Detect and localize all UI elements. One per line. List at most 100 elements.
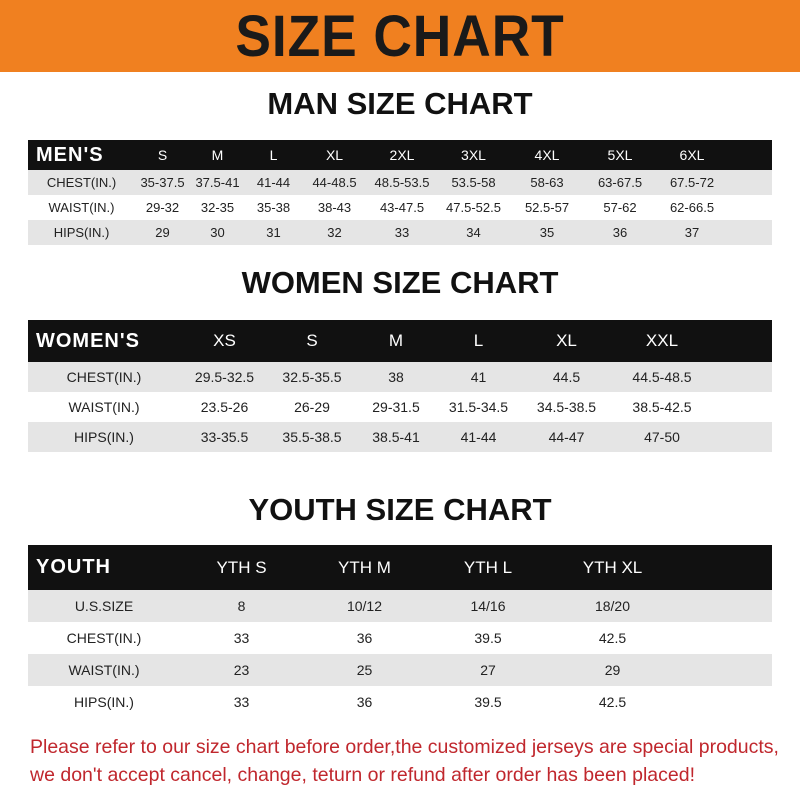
size-header: M <box>388 331 404 350</box>
youth-chart-title: YOUTH SIZE CHART <box>248 492 552 527</box>
table-cell: 30 <box>210 225 225 240</box>
table-cell: 42.5 <box>598 630 627 646</box>
table-cell: 41-44 <box>256 175 291 190</box>
table-row: CHEST(IN.) 29.5-32.5 32.5-35.5 38 41 44.5 44.5… <box>28 362 772 392</box>
table-cell: 35-38 <box>256 200 291 215</box>
table-header-row: WOMEN'S XS S M L XL XXL <box>28 320 772 362</box>
row-label: CHEST(IN.) <box>46 175 117 190</box>
table-cell: 32-35 <box>200 200 235 215</box>
size-header: L <box>269 147 278 163</box>
table-header-row: MEN'S S M L XL 2XL 3XL 4XL 5XL 6XL <box>28 140 772 170</box>
table-cell: 38-43 <box>317 200 352 215</box>
size-header: 2XL <box>389 147 415 163</box>
table-cell: 44.5-48.5 <box>632 369 692 385</box>
table-cell: 36 <box>612 225 628 240</box>
table-cell: 33 <box>233 630 250 646</box>
table-cell: 35.5-38.5 <box>282 429 342 445</box>
table-cell: 36 <box>356 630 373 646</box>
table-cell: 25 <box>356 662 373 678</box>
table-cell: 37.5-41 <box>195 175 240 190</box>
table-cell: 35 <box>539 225 555 240</box>
size-header: 6XL <box>679 147 705 163</box>
table-cell: 18/20 <box>594 598 631 614</box>
table-cell: 67.5-72 <box>669 175 715 190</box>
size-header: XL <box>556 331 577 350</box>
table-row: WAIST(IN.) 23 25 27 29 <box>28 654 772 686</box>
size-header: S <box>306 331 318 350</box>
size-header: YTH M <box>338 557 391 577</box>
size-header: YTH S <box>216 557 267 577</box>
size-header: M <box>211 147 224 163</box>
table-row: WAIST(IN.) 23.5-26 26-29 29-31.5 31.5-34.5 34… <box>28 392 772 422</box>
table-cell: 48.5-53.5 <box>374 175 430 190</box>
table-cell: 37 <box>684 225 700 240</box>
row-label: HIPS(IN.) <box>53 225 110 240</box>
table-cell: 29 <box>604 662 621 678</box>
table-cell: 14/16 <box>470 598 506 614</box>
table-cell: 62-66.5 <box>669 200 715 215</box>
table-cell: 44-48.5 <box>312 175 357 190</box>
table-cell: 38.5-42.5 <box>632 399 692 415</box>
header-label: YOUTH <box>36 556 111 578</box>
row-label: HIPS(IN.) <box>74 694 134 710</box>
table-row: HIPS(IN.) 29 30 31 32 33 34 35 36 37 <box>28 220 772 245</box>
women-chart-title: WOMEN SIZE CHART <box>241 265 559 300</box>
row-label: U.S.SIZE <box>74 598 134 614</box>
table-cell: 32.5-35.5 <box>282 369 342 385</box>
table-cell: 43-47.5 <box>379 200 425 215</box>
row-label: WAIST(IN.) <box>48 200 115 215</box>
table-cell: 29-32 <box>145 200 180 215</box>
size-header: YTH L <box>463 557 513 577</box>
table-cell: 29.5-32.5 <box>194 369 255 385</box>
size-header: S <box>157 147 168 163</box>
size-header: L <box>473 331 484 350</box>
size-header: YTH XL <box>582 557 643 577</box>
table-cell: 31.5-34.5 <box>448 399 509 415</box>
size-header: 4XL <box>534 147 560 163</box>
table-cell: 44-47 <box>548 429 585 445</box>
table-cell: 32 <box>327 225 342 240</box>
size-header: XS <box>213 331 236 350</box>
table-cell: 33 <box>394 225 410 240</box>
size-header: 5XL <box>607 147 633 163</box>
men-chart-title: MAN SIZE CHART <box>267 86 533 121</box>
table-cell: 38.5-41 <box>372 429 420 445</box>
title-banner: SIZE CHART <box>0 0 800 72</box>
women-size-table: WOMEN'S XS S M L XL XXL CHEST(IN.) 29.5-32.5 32.5… <box>28 320 772 452</box>
table-cell: 26-29 <box>294 399 330 415</box>
row-label: HIPS(IN.) <box>74 429 134 445</box>
table-row: CHEST(IN.) 35-37.5 37.5-41 41-44 44-48.5 48.5… <box>28 170 772 195</box>
table-cell: 23 <box>233 662 250 678</box>
table-row: WAIST(IN.) 29-32 32-35 35-38 38-43 43-47.5 47.… <box>28 195 772 220</box>
table-cell: 10/12 <box>346 598 383 614</box>
table-cell: 41-44 <box>460 429 497 445</box>
row-label: WAIST(IN.) <box>68 399 140 415</box>
header-label: MEN'S <box>36 143 104 166</box>
table-cell: 31 <box>266 225 281 240</box>
youth-size-table: YOUTH YTH S YTH M YTH L YTH XL U.S.SIZE 8 10/12… <box>28 545 772 718</box>
size-header: 3XL <box>461 147 486 163</box>
men-size-table: MEN'S S M L XL 2XL 3XL 4XL 5XL 6XL CHEST(IN.) 35-37… <box>28 140 772 245</box>
table-row: HIPS(IN.) 33 36 39.5 42.5 <box>28 686 772 718</box>
table-cell: 38 <box>388 369 404 385</box>
table-cell: 47-50 <box>644 429 680 445</box>
table-cell: 36 <box>356 694 373 710</box>
table-row: U.S.SIZE 8 10/12 14/16 18/20 <box>28 590 772 622</box>
order-notice: Please refer to our size chart before or… <box>30 736 779 786</box>
table-cell: 57-62 <box>603 200 637 215</box>
page-title: SIZE CHART <box>235 3 565 69</box>
table-cell: 58-63 <box>530 175 564 190</box>
table-row: CHEST(IN.) 33 36 39.5 42.5 <box>28 622 772 654</box>
table-cell: 27 <box>480 662 496 678</box>
table-cell: 39.5 <box>474 694 502 710</box>
table-cell: 33 <box>233 694 250 710</box>
row-label: CHEST(IN.) <box>66 630 142 646</box>
table-cell: 63-67.5 <box>597 175 643 190</box>
size-header: XL <box>325 147 344 163</box>
row-label: CHEST(IN.) <box>66 369 142 385</box>
table-cell: 29 <box>155 225 170 240</box>
table-cell: 47.5-52.5 <box>446 200 501 215</box>
table-cell: 35-37.5 <box>140 175 185 190</box>
header-label: WOMEN'S <box>36 329 140 352</box>
table-cell: 34 <box>466 225 481 240</box>
